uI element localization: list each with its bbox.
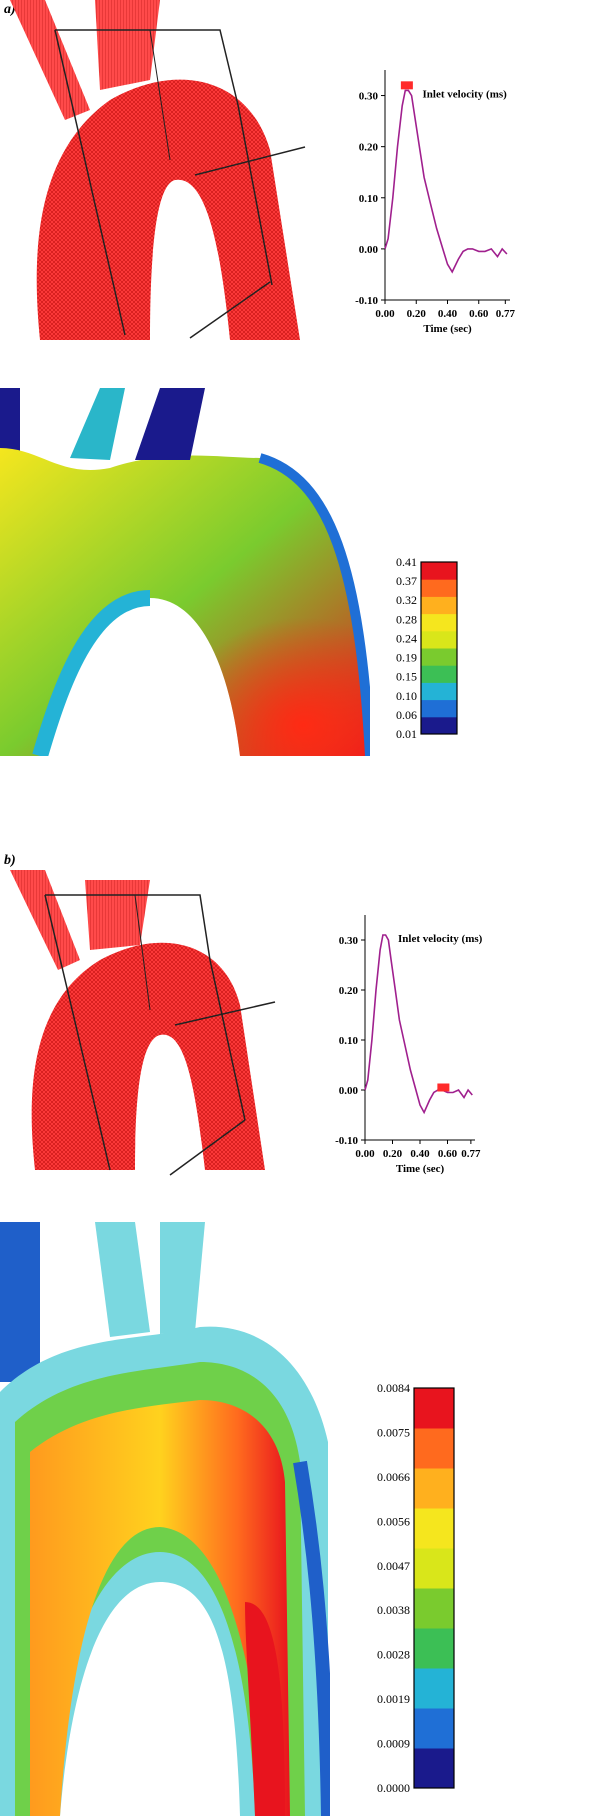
panel-b-colorbar-segment <box>414 1668 454 1709</box>
panel-b-chart-x-tick-label: 0.77 <box>461 1148 481 1160</box>
panel-a-colorbar-tick-label: 0.01 <box>396 727 417 738</box>
panel-a-label: a) <box>4 2 16 17</box>
panel-b-colorbar-segment <box>414 1708 454 1749</box>
panel-b-colorbar-segment <box>414 1628 454 1669</box>
panel-a-chart-y-tick-label: 0.20 <box>359 142 379 154</box>
panel-a-colorbar-segment <box>421 579 457 597</box>
panel-b-colorbar: 0.0084 0.0075 0.0066 0.0056 0.0047 0.0038 0.00… <box>360 1380 460 1800</box>
panel-a-chart-annotation: Inlet velocity (ms) <box>423 89 508 101</box>
panel-b-chart-x-tick-label: 0.20 <box>383 1148 403 1160</box>
panel-a-chart-y-tick-label: 0.10 <box>359 193 379 205</box>
panel-b-colorbar-segment <box>414 1508 454 1549</box>
panel-a-chart-x-tick-label: 0.77 <box>496 308 516 320</box>
panel-b-colorbar-tick-label: 0.0056 <box>377 1514 410 1528</box>
panel-a-chart-y-tick-label: 0.00 <box>359 244 379 256</box>
panel-a-chart-time-marker <box>400 81 413 90</box>
panel-b-mesh-image <box>10 870 276 1176</box>
panel-a-chart-x-tick-label: 0.60 <box>469 308 489 320</box>
panel-b-colorbar-tick-label: 0.0084 <box>377 1381 410 1395</box>
panel-b-velocity-chart: -0.100.000.100.200.300.00 0.20 0.40 0.60 0.7… <box>335 915 483 1175</box>
panel-a-colorbar-segment <box>421 665 457 683</box>
panel-b-chart-x-tick-label: 0.60 <box>438 1148 458 1160</box>
panel-b-chart-y-tick-label: 0.30 <box>339 935 359 947</box>
panel-b-colorbar-segment <box>414 1428 454 1469</box>
panel-b-colorbar-tick-label: 0.0038 <box>377 1603 410 1617</box>
panel-a-chart-x-tick-label: 0.00 <box>375 308 395 320</box>
panel-a-velocity-chart: -0.100.000.100.200.300.00 0.20 0.40 0.60 0.7… <box>355 70 516 335</box>
panel-a-chart-y-tick-label: -0.10 <box>355 295 378 307</box>
panel-b-chart-y-tick-label: 0.00 <box>339 1085 359 1097</box>
panel-a-colorbar-frame <box>420 561 458 735</box>
panel-a-colorbar-tick-label: 0.41 <box>396 558 417 569</box>
panel-a-colorbar: 0.41 0.37 0.32 0.28 0.24 0.19 0.15 0.10 0.06 0.01 <box>381 555 461 741</box>
panel-b-chart-y-tick-label: 0.20 <box>339 985 359 997</box>
panel-a-colorbar-segment <box>421 630 457 649</box>
panel-b-chart-y-tick-label: 0.10 <box>339 1035 359 1047</box>
panel-b-colorbar-frame <box>413 1387 455 1789</box>
panel-a-colorbar-segment <box>421 699 457 718</box>
panel-b-colorbar-tick-label: 0.0000 <box>377 1781 410 1795</box>
panel-a-colorbar-tick-label: 0.32 <box>396 593 417 607</box>
panel-b-chart-series-line <box>364 934 473 1115</box>
panel-a-colorbar-segment <box>421 562 457 580</box>
panel-a-colorbar-tick-label: 0.15 <box>396 670 417 684</box>
panel-b-colorbar-tick-label: 0.0028 <box>377 1648 410 1662</box>
panel-a-colorbar-segment <box>421 682 457 701</box>
panel-b-colorbar-segment <box>414 1748 454 1789</box>
panel-b-colorbar-tick-label: 0.0019 <box>377 1692 410 1706</box>
panel-b-chart-x-tick-label: 0.40 <box>410 1148 430 1160</box>
panel-a-velocity-contour <box>0 388 370 756</box>
panel-b-chart-y-tick-label: -0.10 <box>335 1135 358 1147</box>
panel-b-colorbar-segment <box>414 1548 454 1589</box>
panel-a-chart-y-tick-label: 0.30 <box>359 91 379 103</box>
panel-b-chart-annotation: Inlet velocity (ms) <box>398 933 483 945</box>
panel-b-colorbar-tick-label: 0.0009 <box>377 1737 410 1751</box>
panel-a-chart-x-tick-label: 0.40 <box>438 308 458 320</box>
panel-b-colorbar-tick-label: 0.0066 <box>377 1470 410 1484</box>
panel-b-contour-image <box>0 1222 330 1816</box>
panel-a-chart-x-tick-label: 0.20 <box>407 308 427 320</box>
panel-a-colorbar-tick-label: 0.28 <box>396 612 417 626</box>
panel-a-colorbar-tick-label: 0.24 <box>396 631 417 645</box>
panel-b-chart-x-tick-label: 0.00 <box>355 1148 375 1160</box>
panel-b-colorbar-segment <box>414 1468 454 1509</box>
panel-a-colorbar-segment <box>421 596 457 615</box>
panel-a-colorbar-tick-label: 0.06 <box>396 708 417 722</box>
panel-b-chart-time-marker <box>437 1083 450 1092</box>
panel-a-colorbar-segment <box>421 648 457 666</box>
panel-a-colorbar-segment <box>421 716 457 735</box>
panel-b-colorbar-tick-label: 0.0047 <box>377 1559 410 1573</box>
panel-a-colorbar-segment <box>421 613 457 632</box>
panel-a-colorbar-tick-label: 0.10 <box>396 689 417 703</box>
panel-a-colorbar-tick-label: 0.37 <box>396 574 417 588</box>
panel-a-chart-x-axis-label: Time (sec) <box>423 323 472 335</box>
panel-b-chart-x-axis-label: Time (sec) <box>396 1163 445 1175</box>
panel-b-colorbar-segment <box>414 1388 454 1429</box>
panel-a-colorbar-tick-label: 0.19 <box>396 651 417 665</box>
panel-b-label: b) <box>4 853 16 868</box>
panel-b-colorbar-segment <box>414 1588 454 1629</box>
panel-b-colorbar-tick-label: 0.0075 <box>377 1425 410 1439</box>
panel-a-chart-series-line <box>384 89 508 274</box>
panel-a-mesh-image <box>10 0 306 340</box>
